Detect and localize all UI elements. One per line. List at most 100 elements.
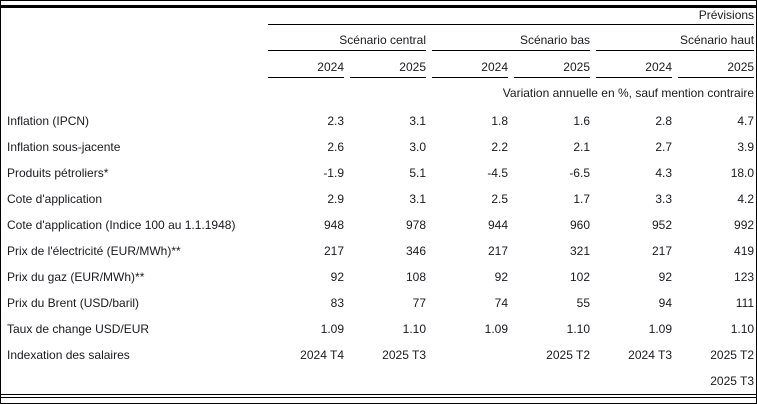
cell-value: 2.5: [491, 192, 508, 206]
cell-value: [432, 368, 508, 394]
cell-value: 1.09: [320, 322, 344, 336]
cell-value: 2025 T2: [710, 348, 755, 362]
cell-value: -4.5: [487, 166, 508, 180]
cell-value: 1.10: [402, 322, 426, 336]
cell-value: 1.8: [491, 114, 508, 128]
cell-value: 944: [487, 218, 508, 232]
cell-value: 217: [487, 244, 508, 258]
cell-value: 2025 T3: [382, 348, 426, 362]
cell-value: 1.6: [573, 114, 590, 128]
scenario-group-row: Scénario central Scénario bas Scénario h…: [7, 25, 755, 51]
cell-value: 992: [734, 218, 755, 232]
previsions-row: Prévisions: [7, 8, 755, 25]
cell-value: 4.3: [655, 166, 672, 180]
cell-value: 83: [330, 296, 344, 310]
cell-value: 2.6: [327, 140, 344, 154]
year-label: 2024: [596, 51, 672, 78]
cell-value: 2.7: [655, 140, 672, 154]
bottom-double-rule: [1, 394, 756, 398]
cell-value: 1.10: [566, 322, 590, 336]
cell-value: 94: [658, 296, 672, 310]
cell-value: 321: [569, 244, 590, 258]
cell-value: 952: [651, 218, 672, 232]
cell-value: 18.0: [730, 166, 755, 180]
scenario-group-label-bas: Scénario bas: [432, 25, 590, 51]
cell-value: 2024 T4: [300, 348, 344, 362]
year-label: 2024: [432, 51, 508, 78]
row-label: Prix de l'électricité (EUR/MWh)**: [7, 244, 181, 258]
cell-value: 5.1: [409, 166, 426, 180]
cell-value: 3.9: [737, 140, 755, 154]
cell-value: 2.2: [491, 140, 508, 154]
cell-value: [350, 368, 426, 394]
cell-value: -1.9: [323, 166, 344, 180]
cell-value: 1.7: [573, 192, 590, 206]
row-label: Prix du gaz (EUR/MWh)**: [7, 270, 145, 284]
row-label: Taux de change USD/EUR: [7, 322, 150, 336]
table-row: 2025 T3: [7, 368, 754, 394]
cell-value: 111: [735, 296, 755, 310]
cell-value: 2025 T3: [710, 374, 755, 388]
cell-value: 1.09: [648, 322, 672, 336]
cell-value: 2.1: [573, 140, 590, 154]
year-label: 2024: [268, 51, 344, 78]
cell-value: 4.7: [737, 114, 755, 128]
table-row: Prix de l'électricité (EUR/MWh)** 217 34…: [7, 238, 754, 264]
cell-value: 108: [405, 270, 426, 284]
table-row: Prix du gaz (EUR/MWh)** 92 108 92 102 92…: [7, 264, 754, 290]
year-label: 2025: [678, 51, 755, 78]
cell-value: 346: [405, 244, 426, 258]
row-label: [7, 368, 262, 394]
empty-cell: [7, 51, 262, 78]
row-label: Indexation des salaires: [7, 348, 130, 362]
cell-value: 55: [576, 296, 590, 310]
cell-value: 1.10: [730, 322, 755, 336]
bottom-rule-top: [1, 394, 756, 395]
table-row: Cote d'application (Indice 100 au 1.1.19…: [7, 212, 754, 238]
year-header-row: 2024 2025 2024 2025 2024 2025: [7, 51, 755, 78]
cell-value: 2.3: [327, 114, 344, 128]
empty-cell: [7, 25, 262, 51]
cell-value: [268, 368, 344, 394]
previsions-label: Prévisions: [268, 8, 755, 25]
row-label: Cote d'application (Indice 100 au 1.1.19…: [7, 218, 236, 232]
cell-value: 978: [405, 218, 426, 232]
cell-value: 4.2: [737, 192, 755, 206]
cell-value: [596, 368, 672, 394]
cell-value: 2.9: [327, 192, 344, 206]
row-label: Prix du Brent (USD/baril): [7, 296, 140, 310]
empty-corner: [7, 8, 262, 25]
cell-value: -6.5: [569, 166, 590, 180]
cell-value: 3.3: [655, 192, 672, 206]
cell-value: 1.09: [484, 322, 508, 336]
table-row: Taux de change USD/EUR 1.09 1.10 1.09 1.…: [7, 316, 754, 342]
scenario-group-label-haut: Scénario haut: [596, 25, 755, 51]
cell-value: 77: [412, 296, 426, 310]
table-row: Indexation des salaires 2024 T4 2025 T3 …: [7, 342, 754, 368]
table-row: Prix du Brent (USD/baril) 83 77 74 55 94…: [7, 290, 754, 316]
table-row: Produits pétroliers* -1.9 5.1 -4.5 -6.5 …: [7, 160, 754, 186]
bottom-rule-bottom: [1, 397, 756, 398]
row-label: Inflation (IPCN): [7, 114, 90, 128]
cell-value: 74: [494, 296, 508, 310]
cell-value: 92: [494, 270, 508, 284]
cell-value: 92: [658, 270, 672, 284]
cell-value: 102: [569, 270, 590, 284]
row-label: Inflation sous-jacente: [7, 140, 121, 154]
cell-value: 419: [734, 244, 755, 258]
cell-value: 2.8: [655, 114, 672, 128]
top-thick-rule: [1, 5, 756, 8]
cell-value: 3.1: [409, 114, 426, 128]
cell-value: 2025 T2: [546, 348, 590, 362]
row-label: Produits pétroliers*: [7, 166, 109, 180]
cell-value: [432, 342, 508, 368]
year-label: 2025: [514, 51, 590, 78]
table-row: Cote d'application 2.9 3.1 2.5 1.7 3.3 4…: [7, 186, 754, 212]
scenario-table: Prévisions Scénario central Scénario bas…: [1, 8, 756, 394]
cell-value: 92: [330, 270, 344, 284]
year-label: 2025: [350, 51, 426, 78]
cell-value: 960: [569, 218, 590, 232]
units-note-row: Variation annuelle en %, sauf mention co…: [7, 78, 754, 108]
cell-value: 217: [651, 244, 672, 258]
